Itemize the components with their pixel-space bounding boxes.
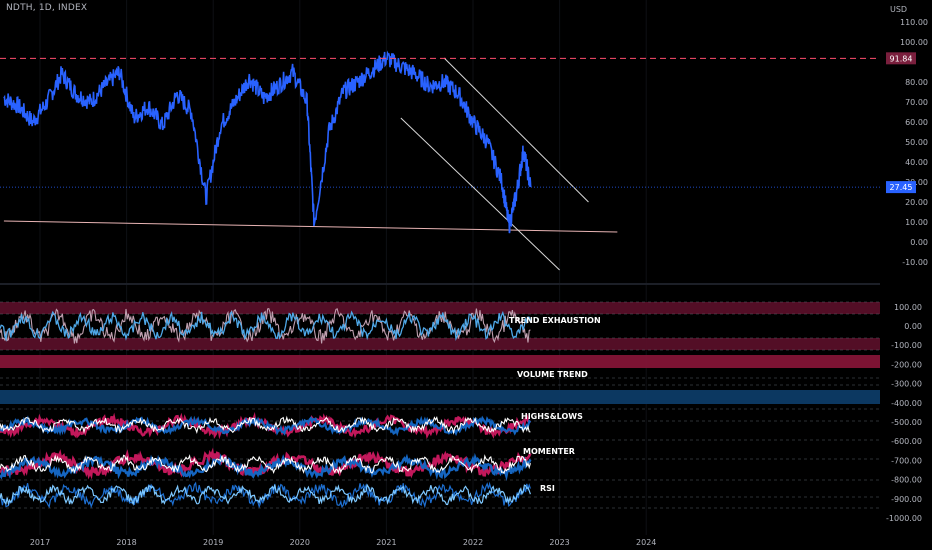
indicator-tick-9: -800.00 — [891, 476, 922, 485]
price-series-line — [3, 50, 532, 234]
trendline-0 — [3, 220, 618, 233]
momenter-blue — [0, 452, 532, 482]
indicator-tick-2: -100.00 — [891, 341, 922, 350]
symbol-header[interactable]: NDTH, 1D, INDEX — [6, 3, 88, 13]
indicator-tick-1: 0.00 — [904, 322, 922, 331]
year-tick-6: 2023 — [549, 538, 569, 547]
band-layer — [0, 283, 880, 509]
year-tick-5: 2022 — [463, 538, 483, 547]
indicator-tick-7: -600.00 — [891, 437, 922, 446]
indicator-tick-11: -1000.00 — [886, 514, 922, 523]
price-tick-4: 30.00 — [905, 178, 928, 187]
y-axis-bg — [880, 0, 932, 550]
highs-lows-white — [0, 415, 531, 435]
indicator-tick-8: -700.00 — [891, 456, 922, 465]
price-tick-3: 20.00 — [905, 198, 928, 207]
pane-label-1: VOLUME TREND — [517, 370, 588, 379]
price-tick-7: 60.00 — [905, 118, 928, 127]
year-tick-7: 2024 — [636, 538, 656, 547]
price-tick-2: 10.00 — [905, 218, 928, 227]
trend-exhaustion-shadow — [0, 307, 531, 344]
year-tick-2: 2019 — [203, 538, 223, 547]
trend-exhaustion-line — [0, 310, 532, 342]
price-tick-11: 110.00 — [900, 18, 928, 27]
indicator-tick-5: -400.00 — [891, 399, 922, 408]
year-tick-4: 2021 — [376, 538, 396, 547]
rsi-dark — [0, 481, 531, 509]
band-bottom — [0, 338, 880, 350]
currency-label: USD — [890, 5, 907, 14]
band-top — [0, 302, 880, 314]
price-tick-5: 40.00 — [905, 158, 928, 167]
label-layer: 91.84 27.45 — [886, 52, 916, 194]
indicator-tick-4: -300.00 — [891, 380, 922, 389]
year-tick-1: 2018 — [116, 538, 136, 547]
price-tick-10: 100.00 — [900, 38, 928, 47]
trendline-1 — [443, 57, 589, 203]
highs-lows-blue — [0, 415, 532, 437]
indicator-tick-6: -500.00 — [891, 418, 922, 427]
high-price-tag — [886, 52, 916, 65]
indicator-tick-10: -900.00 — [891, 495, 922, 504]
price-layer — [0, 50, 880, 234]
pane-divider — [0, 283, 880, 285]
indicator-layer: TREND EXHAUSTION VOLUME TREND HIGHS&LOWS MO… — [0, 307, 601, 509]
pane-label-3: MOMENTER — [523, 447, 575, 456]
pane-label-0: TREND EXHAUSTION — [509, 316, 601, 325]
price-tick-8: 70.00 — [905, 98, 928, 107]
high-price-label: 91.84 — [890, 54, 913, 63]
rsi-light — [0, 483, 531, 506]
trendline-layer — [3, 57, 618, 271]
x-axis-bg — [0, 535, 932, 550]
price-tick-6: 50.00 — [905, 138, 928, 147]
last-price-tag — [886, 181, 916, 194]
price-tick-1: 0.00 — [910, 238, 928, 247]
year-tick-0: 2017 — [30, 538, 50, 547]
trendline-2 — [400, 117, 560, 271]
momenter-white — [0, 454, 531, 475]
price-tick-9: 80.00 — [905, 78, 928, 87]
indicator-tick-3: -200.00 — [891, 360, 922, 369]
band-blue — [0, 390, 880, 404]
pane-label-4: RSI — [540, 484, 555, 493]
indicator-tick-0: 100.00 — [894, 303, 922, 312]
last-price-label: 27.45 — [890, 183, 913, 192]
pane-label-2: HIGHS&LOWS — [521, 412, 583, 421]
year-tick-3: 2020 — [290, 538, 310, 547]
band-volume — [0, 355, 880, 368]
price-tick-0: -10.00 — [902, 258, 928, 267]
